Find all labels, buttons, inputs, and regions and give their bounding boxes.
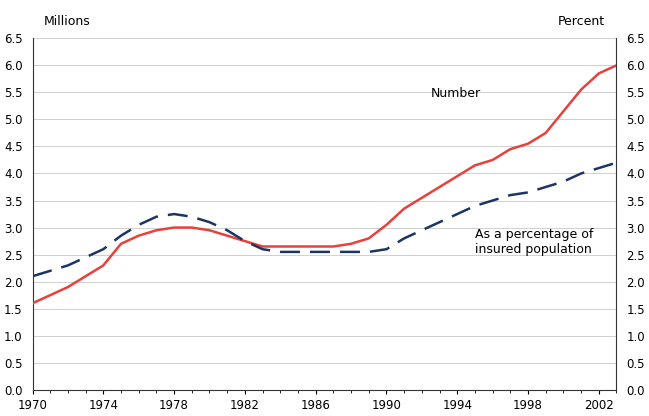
- Text: Percent: Percent: [557, 15, 605, 27]
- Text: Number: Number: [431, 87, 481, 101]
- Text: As a percentage of
insured population: As a percentage of insured population: [475, 228, 593, 255]
- Text: Millions: Millions: [44, 15, 91, 27]
